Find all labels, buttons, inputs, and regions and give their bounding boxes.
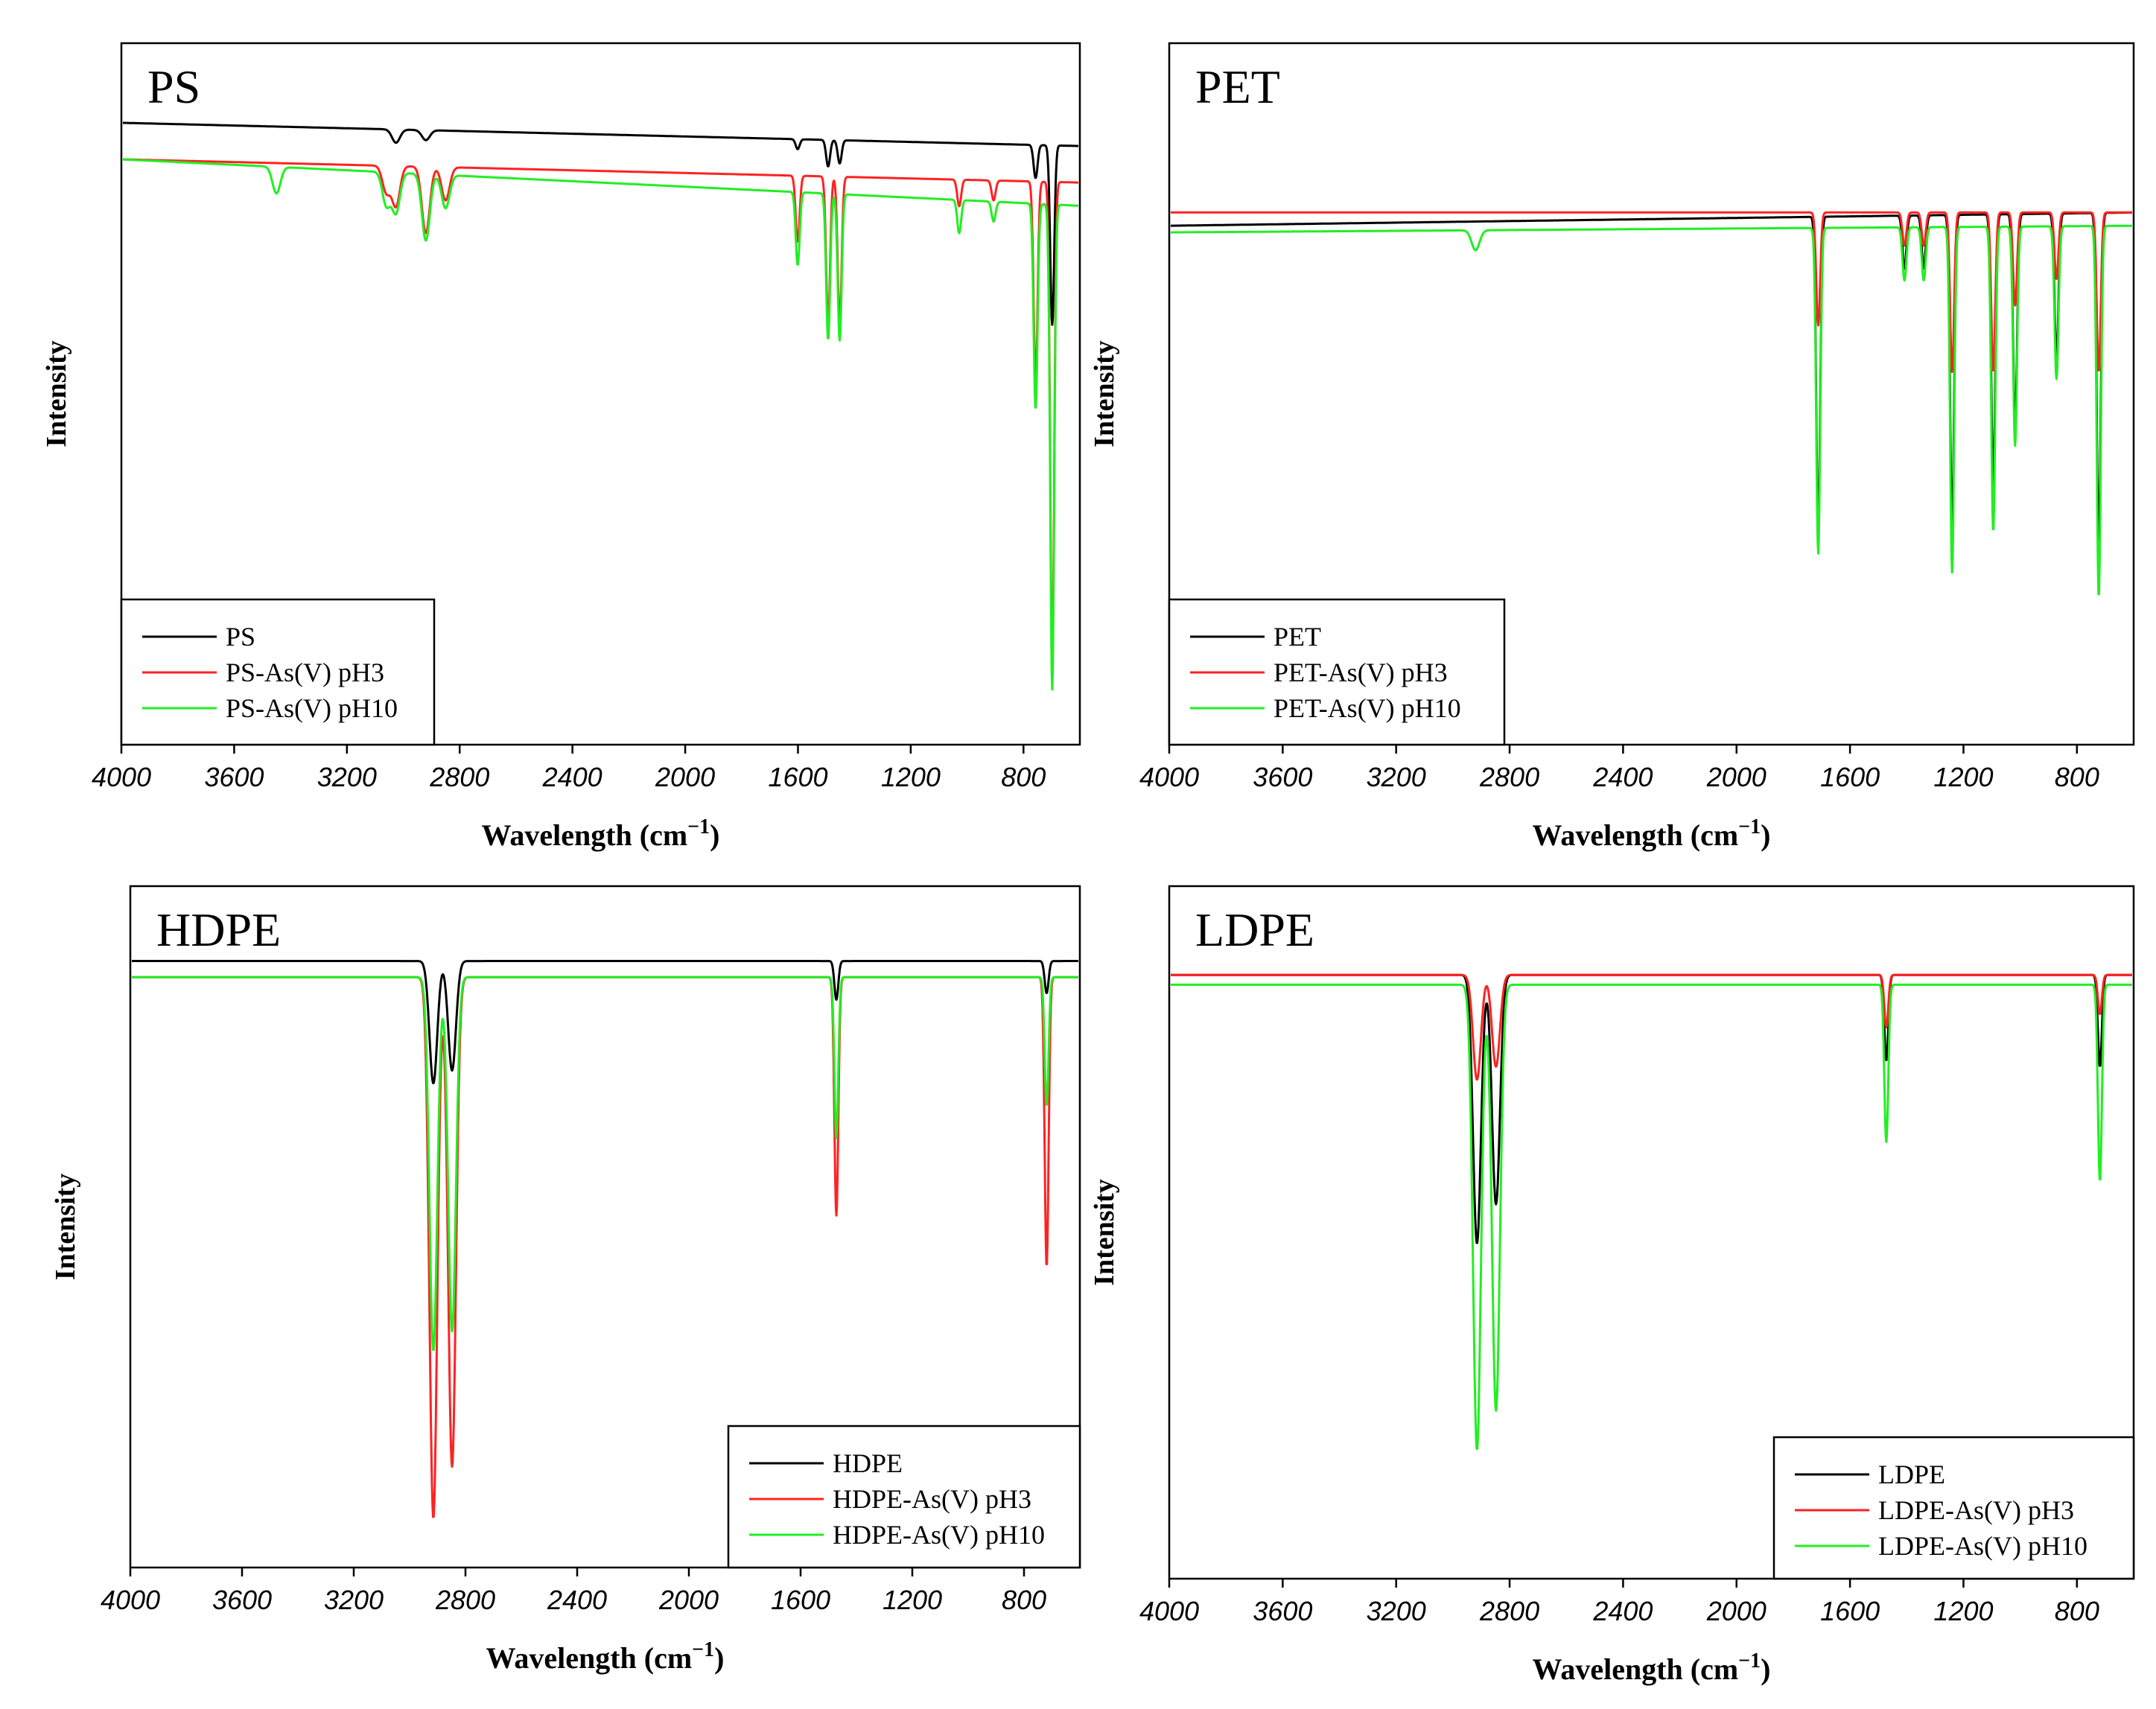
panel-ps: 4000 3600 3200 2800 2400 2000 1600 1200 800 Wavel… xyxy=(41,42,1081,852)
panel-ldpe-legend-label-ldpe-as-v-ph10: LDPE-As(V) pH10 xyxy=(1878,1531,2087,1561)
panel-ps-x-tick-label: 1600 xyxy=(768,762,827,792)
panel-ps-x-axis-label-close: ) xyxy=(710,818,719,852)
panel-ldpe-legend-label-ldpe-as-v-ph3: LDPE-As(V) pH3 xyxy=(1878,1495,2074,1525)
panel-pet-x-tick-label: 4000 xyxy=(1139,762,1199,792)
panel-hdpe-x-axis-label-close: ) xyxy=(714,1641,724,1675)
panel-pet-x-tick-label: 1600 xyxy=(1820,762,1880,792)
panel-pet-title: PET xyxy=(1195,60,1280,113)
panel-pet-x-tick-label: 3600 xyxy=(1253,762,1312,792)
panel-pet-x-axis-label-sup: −1 xyxy=(1738,815,1761,838)
panel-hdpe-x-axis-label-sup: −1 xyxy=(692,1638,714,1661)
panel-hdpe-x-tick-label: 4000 xyxy=(101,1585,160,1615)
panel-pet-x-tick-label: 2400 xyxy=(1592,762,1653,792)
panel-ps-legend-label-ps-as-v-ph3: PS-As(V) pH3 xyxy=(226,658,384,687)
panel-ldpe-legend-label-ldpe: LDPE xyxy=(1878,1460,1945,1489)
panel-hdpe-series-hdpe xyxy=(132,960,1078,1084)
panel-ps-title: PS xyxy=(147,60,200,113)
panel-pet-x-axis-label: Wavelength (cm−1) xyxy=(1533,815,1771,852)
panel-ldpe-x-tick-label: 2400 xyxy=(1592,1596,1653,1626)
panel-hdpe-x-tick-label: 1600 xyxy=(771,1585,830,1615)
panel-ldpe-legend-box xyxy=(1772,1436,2135,1580)
panel-ldpe-x-axis-label-close: ) xyxy=(1761,1652,1770,1686)
panel-pet-plot-frame xyxy=(1168,42,2135,746)
panel-hdpe-y-axis-label: Intensity xyxy=(50,1174,81,1281)
panel-ps-x-tick-label: 2000 xyxy=(655,762,715,792)
panel-ldpe-y-axis-label: Intensity xyxy=(1089,1179,1120,1286)
panel-ldpe-plot-frame xyxy=(1168,885,2135,1580)
panel-ldpe-x-tick-label: 4000 xyxy=(1139,1596,1199,1626)
panel-pet-series-pet-as-v-ph3 xyxy=(1171,211,2132,373)
panel-ps-legend: PS PS-As(V) pH3 PS-As(V) pH10 xyxy=(120,598,436,746)
panel-ldpe-x-tick-label: 800 xyxy=(2055,1596,2099,1626)
panel-pet-y-axis-label: Intensity xyxy=(1089,340,1120,448)
panel-ldpe-x-axis-label: Wavelength (cm−1) xyxy=(1533,1649,1771,1686)
panel-ldpe: 4000 3600 3200 2800 2400 2000 1600 1200 800 Wavel… xyxy=(1089,885,2135,1686)
panel-pet-x-tick-label: 3200 xyxy=(1367,762,1426,792)
panel-hdpe-x-tick-label: 1200 xyxy=(883,1585,942,1615)
panel-ldpe-series-ldpe xyxy=(1171,973,2132,1244)
panel-pet-x-axis-label-text: Wavelength (cm xyxy=(1533,818,1739,852)
panel-pet-legend-label-pet: PET xyxy=(1273,622,1321,652)
panel-ps-y-axis-label: Intensity xyxy=(41,340,72,448)
panel-ps-x-axis-label: Wavelength (cm−1) xyxy=(482,815,720,852)
panel-ldpe-x-tick-label: 2000 xyxy=(1706,1596,1767,1626)
panel-hdpe-x-tick-label: 3200 xyxy=(324,1585,384,1615)
panel-ps-x-tick-label: 800 xyxy=(1001,762,1046,792)
panel-ldpe-legend: LDPE LDPE-As(V) pH3 LDPE-As(V) pH10 xyxy=(1772,1436,2135,1580)
panel-pet-series-pet xyxy=(1171,211,2132,543)
panel-ps-x-tick-label: 4000 xyxy=(92,762,151,792)
panel-pet-x-tick-label: 2800 xyxy=(1479,762,1539,792)
panel-ldpe-x-tick-label: 3600 xyxy=(1253,1596,1312,1626)
panel-hdpe-x-tick-label: 2800 xyxy=(435,1585,495,1615)
panel-hdpe-legend-label-hdpe-as-v-ph10: HDPE-As(V) pH10 xyxy=(833,1520,1045,1550)
panel-ps-legend-label-ps: PS xyxy=(226,622,255,652)
panel-pet-series-pet-as-v-ph10 xyxy=(1171,224,2132,596)
panel-hdpe-legend: HDPE HDPE-As(V) pH3 HDPE-As(V) pH10 xyxy=(727,1425,1081,1569)
panel-hdpe-title: HDPE xyxy=(156,903,281,956)
panel-ps-x-tick-label: 3600 xyxy=(204,762,264,792)
panel-ps-x-tick-label: 2400 xyxy=(542,762,602,792)
panel-ps-x-tick-label: 1200 xyxy=(881,762,941,792)
panel-pet-x-tick-label: 2000 xyxy=(1706,762,1767,792)
panel-pet-x-tick-label: 800 xyxy=(2055,762,2099,792)
panel-ps-series-ps-as-v-ph3 xyxy=(123,158,1078,668)
panel-ldpe-title: LDPE xyxy=(1195,903,1314,956)
panel-hdpe-legend-label-hdpe: HDPE xyxy=(833,1448,903,1478)
panel-ps-x-axis-label-text: Wavelength (cm xyxy=(482,818,688,852)
panel-pet-x-tick-label: 1200 xyxy=(1933,762,1993,792)
panel-ldpe-x-tick-label: 1600 xyxy=(1820,1596,1880,1626)
panel-ps-plot-frame xyxy=(120,42,1081,746)
panel-ps-x-tick-label: 3200 xyxy=(317,762,377,792)
panel-ldpe-x-tick-label: 1200 xyxy=(1933,1596,1993,1626)
panel-pet-legend-label-pet-as-v-ph3: PET-As(V) pH3 xyxy=(1273,658,1448,687)
panel-pet-x-axis-label-close: ) xyxy=(1761,818,1770,852)
panel-hdpe: 4000 3600 3200 2800 2400 2000 1600 1200 800 Wavel… xyxy=(50,885,1081,1675)
panel-pet-legend-label-pet-as-v-ph10: PET-As(V) pH10 xyxy=(1273,693,1461,723)
panel-hdpe-x-tick-label: 3600 xyxy=(212,1585,272,1615)
panel-hdpe-x-axis-label: Wavelength (cm−1) xyxy=(486,1638,725,1675)
panel-ldpe-x-tick-label: 3200 xyxy=(1367,1596,1426,1626)
panel-ldpe-x-axis-label-text: Wavelength (cm xyxy=(1533,1652,1739,1686)
panel-hdpe-legend-label-hdpe-as-v-ph3: HDPE-As(V) pH3 xyxy=(833,1484,1031,1514)
panel-ps-x-axis-label-sup: −1 xyxy=(687,815,710,838)
panel-ps-series-ps-as-v-ph10 xyxy=(123,158,1078,691)
panel-pet: 4000 3600 3200 2800 2400 2000 1600 1200 800 Wavel… xyxy=(1089,42,2135,852)
panel-hdpe-x-tick-label: 800 xyxy=(1002,1585,1046,1615)
panel-hdpe-series-hdpe-as-v-ph10 xyxy=(132,976,1078,1352)
panel-hdpe-x-axis-label-text: Wavelength (cm xyxy=(486,1641,693,1675)
panel-ps-legend-label-ps-as-v-ph10: PS-As(V) pH10 xyxy=(226,693,398,723)
panel-ldpe-x-axis-label-sup: −1 xyxy=(1738,1649,1761,1673)
panel-hdpe-plot-frame xyxy=(129,885,1081,1569)
panel-ldpe-x-tick-label: 2800 xyxy=(1479,1596,1539,1626)
panel-ps-series-ps xyxy=(123,121,1078,326)
panel-pet-legend: PET PET-As(V) pH3 PET-As(V) pH10 xyxy=(1168,598,1506,746)
panel-ps-x-tick-label: 2800 xyxy=(429,762,489,792)
panel-hdpe-legend-box xyxy=(727,1425,1081,1569)
panel-hdpe-x-tick-label: 2400 xyxy=(547,1585,607,1615)
panel-ldpe-series-ldpe-as-v-ph10 xyxy=(1171,983,2132,1451)
panel-hdpe-x-tick-label: 2000 xyxy=(658,1585,719,1615)
panel-ldpe-series-ldpe-as-v-ph3 xyxy=(1171,973,2132,1081)
